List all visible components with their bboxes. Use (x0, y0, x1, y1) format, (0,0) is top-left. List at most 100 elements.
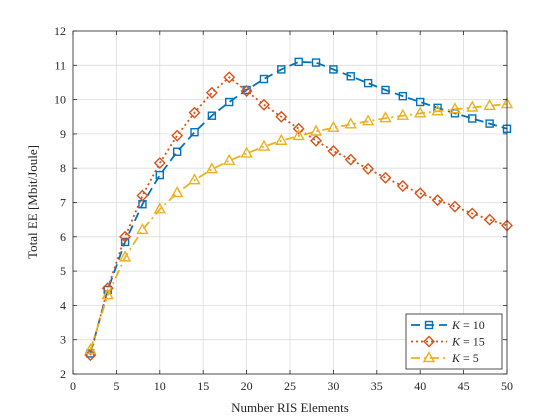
y-tick-label: 8 (60, 161, 66, 175)
y-tick-label: 11 (54, 58, 66, 72)
data-point (414, 187, 427, 200)
x-tick-label: 15 (197, 379, 209, 393)
tick-marks (72, 30, 508, 375)
data-point (466, 100, 479, 112)
x-tick-label: 35 (371, 379, 383, 393)
data-point (275, 133, 288, 145)
x-tick-label: 30 (327, 379, 339, 393)
data-point (311, 58, 321, 67)
data-point (292, 129, 305, 141)
data-point (327, 145, 340, 158)
x-tick-label: 45 (458, 379, 470, 393)
data-point (329, 65, 338, 74)
data-point (205, 86, 218, 99)
data-point (257, 98, 270, 111)
legend-variable: K (451, 335, 461, 349)
data-point (259, 74, 269, 84)
legend: K = 10 K = 15 K = 5 (405, 313, 503, 370)
y-tick-label: 10 (54, 93, 66, 107)
data-point (327, 120, 340, 132)
data-point (483, 213, 496, 226)
y-axis-label: Total EE [Mbit/Joule] (25, 145, 40, 259)
data-point (483, 98, 496, 110)
y-tick-label: 6 (60, 230, 66, 244)
data-point (225, 97, 234, 107)
data-point (240, 85, 253, 98)
x-tick-label: 20 (241, 379, 253, 393)
data-point (381, 85, 390, 95)
data-point (344, 153, 357, 166)
data-point (379, 171, 392, 184)
data-point (309, 124, 323, 136)
data-point (136, 189, 149, 202)
data-point (153, 157, 166, 170)
legend-marker (423, 335, 435, 348)
y-tick-label: 3 (60, 333, 66, 347)
data-point (155, 170, 165, 180)
data-point (257, 139, 271, 151)
data-point (363, 78, 373, 88)
data-point (398, 91, 408, 101)
legend-label: K = 10 (451, 318, 485, 332)
data-point (223, 71, 236, 84)
data-point (431, 194, 444, 207)
data-point (310, 134, 323, 147)
data-point (361, 114, 375, 126)
data-point (190, 127, 199, 137)
data-point (379, 111, 392, 123)
data-point (136, 222, 149, 235)
data-point (414, 106, 427, 118)
data-point (101, 288, 114, 300)
data-point (448, 102, 462, 114)
series-line (89, 60, 508, 354)
legend-value: = 10 (460, 318, 485, 332)
data-point (346, 72, 355, 81)
data-point (292, 122, 305, 135)
x-tick-label: 5 (113, 379, 119, 393)
y-tick-label: 2 (60, 367, 66, 381)
legend-variable: K (451, 318, 461, 332)
data-point (240, 146, 253, 158)
data-point (170, 185, 184, 198)
y-tick-label: 4 (60, 298, 66, 312)
data-point (118, 250, 132, 262)
data-point (466, 207, 479, 220)
data-point (172, 147, 182, 156)
data-point (431, 104, 444, 116)
x-tick-label: 40 (414, 379, 426, 393)
data-point (171, 129, 184, 142)
x-tick-label: 10 (154, 379, 166, 393)
y-tick-label: 9 (60, 127, 66, 141)
data-point (416, 97, 425, 107)
data-point (485, 119, 494, 128)
series-2 (84, 97, 514, 355)
data-point (448, 200, 461, 213)
legend-label: K = 15 (451, 335, 485, 349)
legend-variable: K (451, 351, 461, 365)
data-point (223, 153, 236, 165)
data-point (153, 202, 166, 214)
data-point (362, 162, 375, 175)
data-point (344, 117, 357, 129)
data-point (207, 111, 217, 120)
y-tick-label: 12 (54, 24, 66, 38)
data-point (205, 162, 219, 174)
series-line (89, 103, 508, 351)
x-axis-label: Number RIS Elements (231, 400, 349, 415)
data-point (277, 65, 286, 74)
data-point (275, 110, 288, 123)
x-tick-label: 0 (70, 379, 76, 393)
y-tick-label: 5 (60, 264, 66, 278)
data-point (188, 106, 201, 119)
data-point (294, 57, 303, 67)
data-point (188, 173, 201, 185)
data-point (396, 108, 410, 120)
data-point (396, 180, 409, 193)
series-layer (84, 57, 514, 362)
legend-label: K = 5 (451, 351, 479, 365)
data-point (119, 230, 132, 243)
x-tick-label: 50 (501, 379, 513, 393)
y-tick-label: 7 (60, 196, 66, 210)
x-tick-label: 25 (284, 379, 296, 393)
